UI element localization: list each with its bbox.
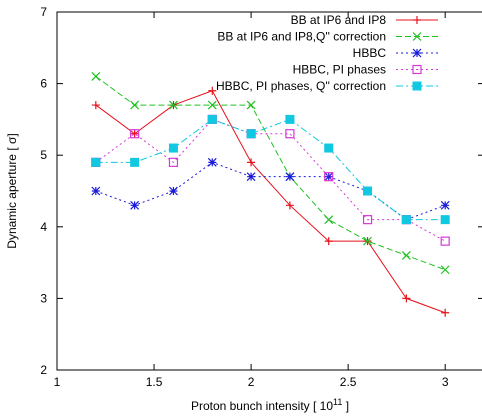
y-tick-label: 4 [40, 220, 47, 234]
y-tick-label: 2 [40, 363, 47, 377]
data-point [363, 186, 373, 196]
series-line [95, 76, 446, 271]
data-point [441, 308, 450, 317]
series-line [95, 161, 446, 221]
legend-marker [412, 64, 422, 75]
legend-marker [413, 16, 421, 24]
x-tick-label: 3 [442, 375, 449, 389]
data-point [324, 172, 334, 182]
data-point [362, 215, 373, 225]
x-axis-label-exponent: 11 [333, 397, 342, 407]
data-point [91, 101, 100, 110]
legend-entry: HBBC, PI phases, Q'' correction [216, 79, 438, 93]
y-axis-label: Dynamic aperture [ σ] [5, 133, 19, 248]
series-line [95, 90, 446, 314]
series-3 [91, 157, 450, 225]
data-point [285, 129, 295, 139]
series-5 [91, 114, 450, 225]
data-point [169, 100, 178, 110]
data-point [207, 114, 217, 124]
legend: BB at IP6 and IP8 BB at IP6 and IP8,Q'' c… [216, 13, 438, 93]
data-point [130, 157, 140, 167]
data-point [168, 157, 179, 167]
legend-entry: HBBC, PI phases [293, 63, 438, 77]
x-tick-label: 2.5 [340, 375, 357, 389]
series-layer [91, 72, 450, 317]
x-axis-label-end: ] [342, 399, 349, 413]
data-point [246, 100, 256, 110]
legend-marker [412, 32, 422, 41]
data-point [168, 143, 178, 153]
legend-label: HBBC [353, 46, 387, 60]
data-point [208, 86, 217, 95]
data-point [285, 114, 295, 124]
x-tick-label: 1 [54, 375, 61, 389]
legend-marker [412, 81, 422, 91]
series-line [95, 118, 446, 221]
data-point [246, 129, 256, 139]
data-point [440, 236, 450, 246]
legend-entry: BB at IP6 and IP8,Q'' correction [217, 30, 438, 44]
data-point [401, 251, 411, 260]
data-point [247, 158, 256, 167]
series-line [95, 118, 446, 242]
data-point [285, 201, 294, 210]
plot-frame [56, 11, 482, 371]
series-4 [91, 114, 450, 246]
legend-label: HBBC, PI phases [293, 63, 386, 77]
x-tick-label: 1.5 [146, 375, 163, 389]
data-point [130, 129, 140, 139]
legend-label: BB at IP6 and IP8 [291, 13, 387, 27]
data-point [440, 265, 450, 275]
data-point [324, 215, 334, 225]
data-point [207, 157, 217, 167]
series-2 [91, 72, 450, 275]
legend-label: BB at IP6 and IP8,Q'' correction [217, 30, 386, 44]
data-point [207, 100, 217, 110]
axis-ticks: 1 1.5 2 2.5 3 2 3 4 5 6 7 [40, 5, 482, 389]
data-point [91, 72, 101, 81]
data-point [324, 237, 333, 246]
y-tick-label: 5 [40, 148, 47, 162]
data-point [401, 215, 411, 225]
x-axis-label: Proton bunch intensity [ 1011 ] [191, 397, 349, 413]
x-tick-label: 2 [248, 375, 255, 389]
data-point [440, 215, 450, 225]
series-1 [91, 86, 450, 317]
x-axis-label-main: Proton bunch intensity [ 10 [191, 399, 333, 413]
data-point [324, 172, 334, 182]
legend-marker [412, 48, 422, 58]
data-point [440, 200, 450, 210]
data-point [402, 294, 411, 303]
legend-entry: HBBC [353, 46, 438, 60]
y-tick-label: 3 [40, 291, 47, 305]
legend-label: HBBC, PI phases, Q'' correction [216, 79, 386, 93]
data-point [169, 186, 178, 196]
data-point [246, 172, 256, 182]
data-point [324, 143, 334, 153]
data-point [363, 236, 372, 246]
data-point [130, 200, 140, 210]
data-point [285, 172, 295, 182]
data-point [130, 100, 140, 110]
y-tick-label: 6 [40, 77, 47, 91]
data-point [91, 157, 101, 167]
y-tick-label: 7 [40, 5, 47, 19]
data-point [130, 129, 139, 138]
legend-entry: BB at IP6 and IP8 [291, 13, 438, 27]
data-point [91, 186, 101, 196]
